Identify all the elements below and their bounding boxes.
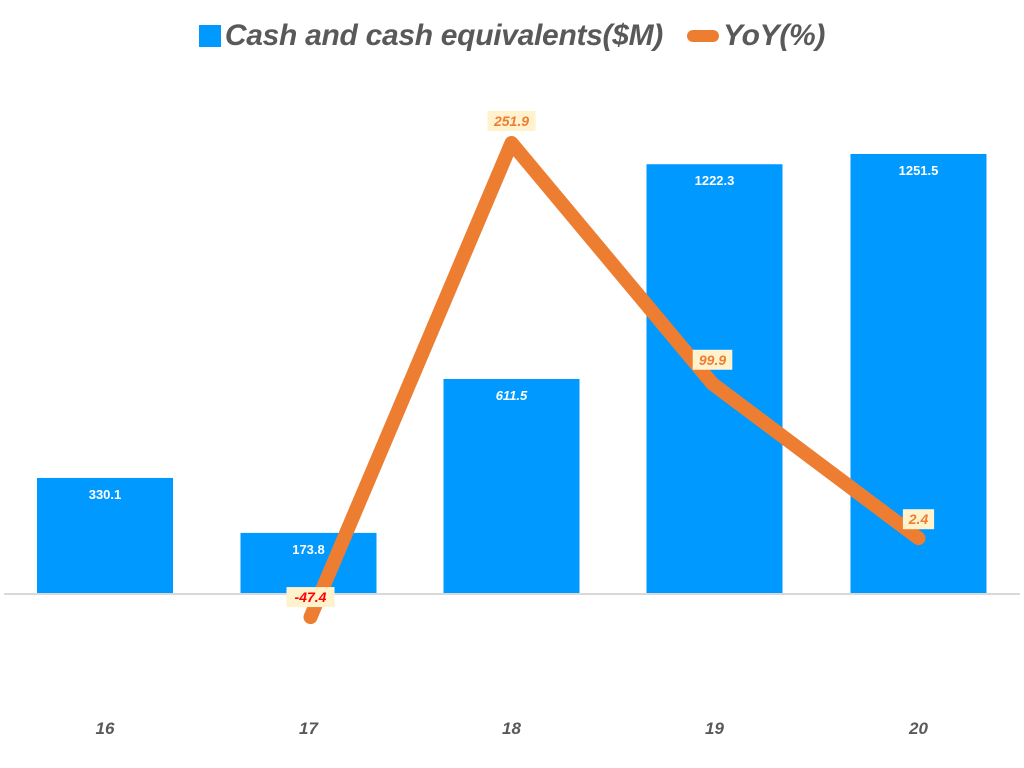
yoy-value-label: 251.9 — [493, 113, 529, 129]
yoy-label-bg — [692, 349, 733, 370]
x-axis-ticks: 16 17 18 19 20 — [96, 719, 929, 738]
yoy-value-label: -47.4 — [295, 589, 327, 605]
bar-value-labels: 330.1 173.8 611.5 1222.3 1251.5 — [89, 163, 939, 557]
bar-value-label: 1222.3 — [695, 173, 735, 188]
legend-label-cash: Cash and cash equivalents($M) — [224, 19, 663, 52]
bar-16 — [37, 477, 173, 594]
bar-value-label: 173.8 — [292, 542, 325, 557]
yoy-label-bg — [902, 509, 935, 530]
legend-label-yoy: YoY(%) — [723, 19, 826, 52]
x-tick-label: 18 — [502, 719, 521, 738]
x-tick-label: 20 — [908, 719, 928, 738]
yoy-value-label: 2.4 — [908, 511, 929, 527]
bar-17 — [240, 532, 377, 594]
x-tick-label: 16 — [96, 719, 115, 738]
legend-item-cash: Cash and cash equivalents($M) — [198, 19, 663, 53]
bar-value-label: 611.5 — [496, 388, 528, 403]
yoy-label-bg — [286, 587, 335, 608]
bar-18 — [443, 378, 580, 594]
yoy-label-bg — [487, 110, 536, 131]
legend-item-yoy: YoY(%) — [687, 19, 825, 53]
chart-legend: Cash and cash equivalents($M) YoY(%) — [0, 14, 1024, 58]
x-tick-label: 17 — [299, 719, 319, 738]
x-tick-label: 19 — [705, 719, 724, 738]
bar-swatch-icon — [198, 25, 221, 47]
yoy-value-labels: -47.4 251.9 99.9 2.4 — [286, 110, 935, 608]
bar-value-label: 1251.5 — [899, 163, 939, 178]
line-swatch-icon — [687, 30, 719, 42]
yoy-line-series — [303, 135, 926, 625]
bar-series — [37, 153, 987, 594]
yoy-value-label: 99.9 — [699, 352, 726, 368]
bar-value-label: 330.1 — [89, 487, 122, 502]
